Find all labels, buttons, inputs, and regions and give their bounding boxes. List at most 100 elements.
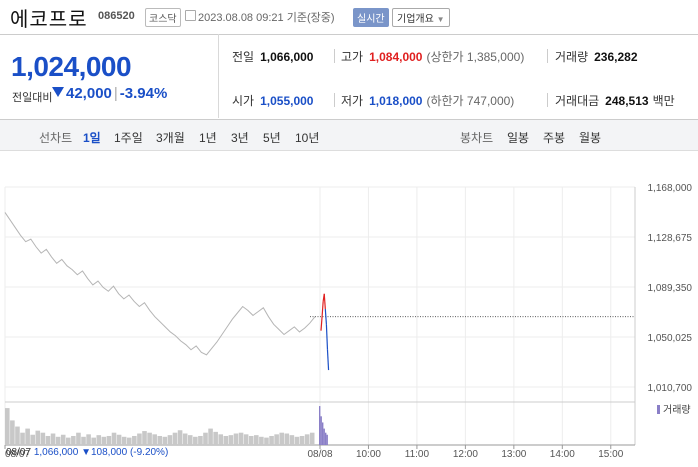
volume-bar xyxy=(81,436,86,445)
volume-bar xyxy=(279,432,285,445)
today-line-segment xyxy=(320,316,323,331)
volume-bar xyxy=(203,432,208,445)
divider xyxy=(547,49,548,63)
y-tick-label: 1,089,350 xyxy=(648,283,693,294)
volume-bar xyxy=(40,432,46,445)
price-change: 42,000 | -3.94% xyxy=(52,85,167,102)
volume-bar xyxy=(167,435,173,445)
volume-bar xyxy=(10,420,15,445)
x-tick-label: 13:00 xyxy=(501,449,526,460)
volume-legend-label: 거래량 xyxy=(663,404,691,416)
volume-bar-today xyxy=(323,428,325,445)
volume-bar xyxy=(157,435,163,445)
volume-bar xyxy=(25,428,30,445)
prev-close: 전일 1,066,000 xyxy=(232,50,314,64)
volume-bar xyxy=(50,433,56,445)
stock-code: 086520 xyxy=(98,10,135,22)
volume-bar xyxy=(147,432,152,445)
volume-bar-today xyxy=(326,434,328,445)
volume-bar xyxy=(30,434,35,445)
x-tick-label: 11:00 xyxy=(405,449,430,460)
tab-5year[interactable]: 5년 xyxy=(263,131,281,145)
volume-bar xyxy=(55,436,61,445)
volume-bar xyxy=(20,432,25,445)
volume-bar xyxy=(137,433,142,445)
volume-bar xyxy=(248,435,254,445)
intraday-chart[interactable]: 1,168,000 1,128,675 1,089,350 1,050,025 1,01… xyxy=(0,150,698,467)
volume-bar xyxy=(309,432,315,445)
today-line-segment xyxy=(324,309,327,325)
volume-bar xyxy=(304,434,310,445)
volume-bar xyxy=(86,434,91,445)
current-price: 1,024,000 xyxy=(11,51,132,82)
volume-bar xyxy=(208,428,213,445)
volume-bar xyxy=(187,435,193,445)
volume-bar xyxy=(71,435,76,445)
timestamp: 2023.08.08 09:21 기준(장중) xyxy=(198,12,335,24)
candle-chart-label: 봉차트 xyxy=(460,131,494,145)
volume-bar xyxy=(299,435,305,445)
volume-bar xyxy=(111,432,117,445)
volume-bar xyxy=(96,435,102,445)
x-tick-label: 14:00 xyxy=(550,449,575,460)
volume-bar xyxy=(259,436,264,445)
volume-bar xyxy=(162,436,168,445)
volume-bar xyxy=(142,431,147,445)
today-line-segment xyxy=(326,349,330,371)
x-tick-label: 08/08 xyxy=(307,449,332,460)
prev-day-line xyxy=(4,212,316,356)
volume-bar xyxy=(243,434,249,445)
tab-1day[interactable]: 1일 xyxy=(83,131,101,145)
divider xyxy=(334,93,335,107)
y-tick-label: 1,010,700 xyxy=(648,383,693,394)
high-price: 고가 1,084,000 (상한가 1,385,000) xyxy=(341,50,525,64)
chevron-down-icon: ▼ xyxy=(436,15,445,24)
volume-bar xyxy=(193,436,198,445)
stock-header: 에코프로 086520 코스닥 2023.08.08 09:21 기준(장중) … xyxy=(0,0,698,32)
today-line-segment xyxy=(321,301,324,317)
volume: 거래량 236,282 xyxy=(555,50,638,64)
company-info-dropdown[interactable]: 기업개요 ▼ xyxy=(392,8,450,27)
volume-bar xyxy=(15,426,20,445)
volume-bar xyxy=(233,433,239,445)
volume-bar-today xyxy=(325,432,327,445)
tab-1week[interactable]: 1주일 xyxy=(114,131,143,145)
volume-bar-today xyxy=(319,406,321,445)
y-tick-label: 1,128,675 xyxy=(648,233,693,244)
tab-1year[interactable]: 1년 xyxy=(199,131,217,145)
volume-legend-swatch xyxy=(657,405,660,414)
today-line-segment xyxy=(323,293,326,310)
clock-icon xyxy=(185,10,196,21)
volume-bar xyxy=(35,430,41,445)
divider xyxy=(547,93,548,107)
volume-bar xyxy=(269,435,274,445)
volume-bar-today xyxy=(320,416,322,445)
prev-day-summary: 08/07 1,066,000 ▼108,000 (-9.20%) xyxy=(6,447,169,458)
tab-3year[interactable]: 3년 xyxy=(231,131,249,145)
divider xyxy=(334,49,335,63)
volume-bar xyxy=(65,437,71,445)
prev-compare-label: 전일대비 xyxy=(12,92,53,104)
volume-bar xyxy=(91,437,96,445)
tab-10year[interactable]: 10년 xyxy=(295,131,320,145)
chart-tabs-bar xyxy=(0,120,698,151)
volume-bar xyxy=(60,434,66,445)
volume-bar xyxy=(116,434,122,445)
volume-bar-today xyxy=(322,422,324,445)
tab-monthly-candle[interactable]: 월봉 xyxy=(579,131,602,145)
volume-bar xyxy=(152,434,157,445)
volume-bar xyxy=(198,435,203,445)
today-line-segment xyxy=(325,324,329,350)
volume-bar xyxy=(218,434,224,445)
tab-daily-candle[interactable]: 일봉 xyxy=(507,131,530,145)
tab-3month[interactable]: 3개월 xyxy=(156,131,185,145)
tab-weekly-candle[interactable]: 주봉 xyxy=(543,131,566,145)
realtime-button[interactable]: 실시간 xyxy=(353,8,389,27)
x-tick-label: 08/07 xyxy=(5,449,30,460)
volume-bar xyxy=(126,437,132,445)
low-price: 저가 1,018,000 (하한가 747,000) xyxy=(341,94,515,108)
volume-bar xyxy=(238,432,244,445)
price-summary xyxy=(0,34,698,120)
divider xyxy=(218,34,219,118)
volume-bar xyxy=(213,431,218,445)
